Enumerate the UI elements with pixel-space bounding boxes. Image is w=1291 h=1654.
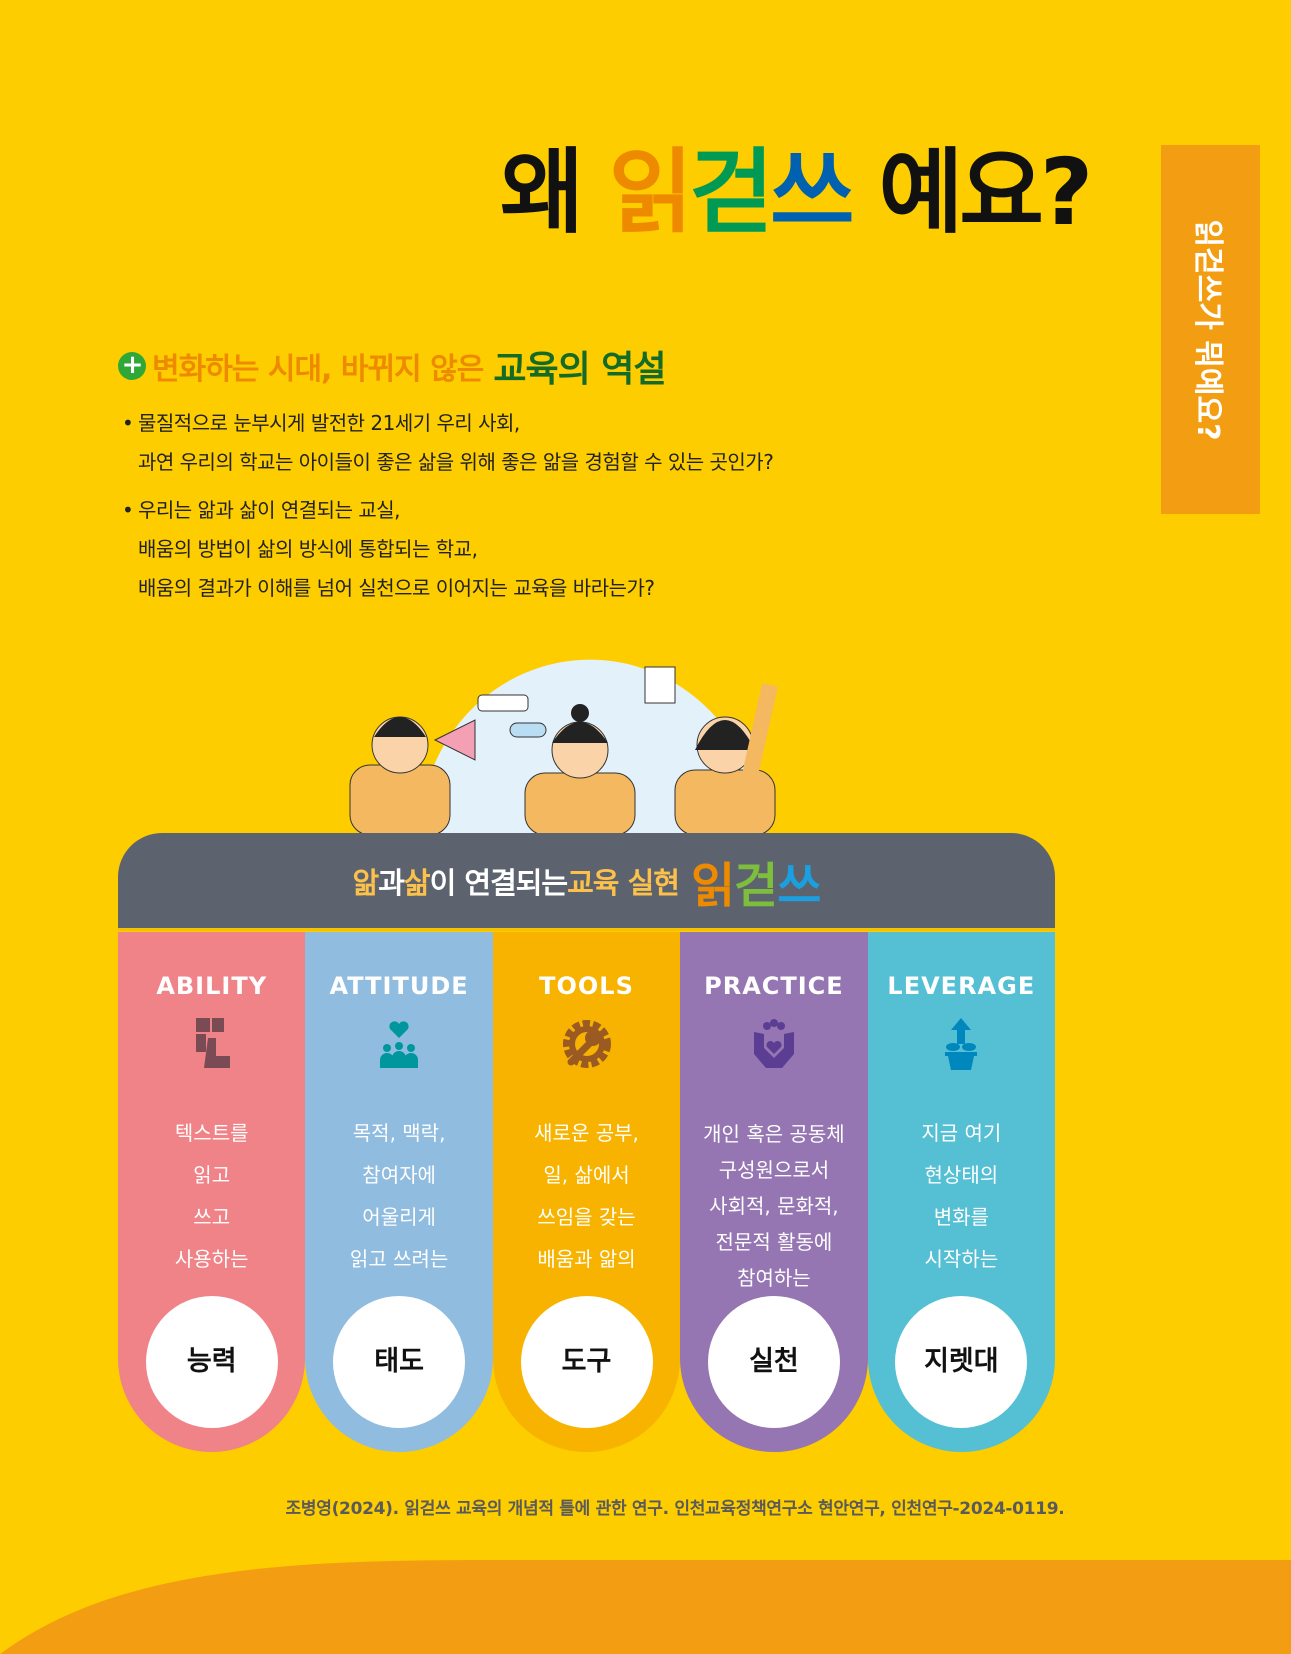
title-pre: 왜 [500, 139, 585, 246]
people-heart-icon [380, 1021, 419, 1068]
pillar-desc-line: 텍스트를 [174, 1121, 249, 1145]
brand-char: 걷 [734, 857, 778, 914]
pillar-desc-line: 지금 여기 [921, 1121, 1002, 1145]
pillar-desc-line: 참여자에 [362, 1163, 436, 1187]
pillar-desc-line: 쓰임을 갖는 [537, 1205, 636, 1229]
title-post: 예요? [878, 139, 1094, 246]
pillar-english-label: LEVERAGE [887, 972, 1036, 1000]
heading-emphasis: 교육의 역설 [493, 349, 666, 390]
pillar-desc-line: 읽고 [193, 1163, 231, 1187]
brand-char: 쓰 [777, 857, 821, 914]
plant-growth-icon [945, 1018, 978, 1070]
pillar-korean-label: 지렛대 [895, 1296, 1028, 1428]
pillar-desc-line: 일, 삶에서 [543, 1163, 630, 1187]
student-left [349, 716, 476, 835]
pillar-desc-line: 변화를 [933, 1205, 989, 1229]
bullet-item: 물질적으로 눈부시게 발전한 21세기 우리 사회, 과연 우리의 학교는 아이… [122, 404, 774, 482]
side-tab-label: 읽걷쓰가 뭐예요? [1189, 218, 1225, 441]
brand-char: 읽 [690, 857, 735, 914]
bullet-line: 과연 우리의 학교는 아이들이 좋은 삶을 위해 좋은 앎을 경험할 수 있는 … [138, 450, 774, 474]
panel-word-knowledge: 앎 [352, 865, 380, 900]
pillar-desc-line: 사회적, 문화적, [709, 1194, 839, 1218]
pillar-korean-label: 실천 [707, 1296, 840, 1428]
pillar-desc-line: 쓰고 [193, 1205, 231, 1229]
pillar-korean-label: 도구 [520, 1296, 653, 1428]
brand-char-read: 읽 [608, 139, 694, 246]
bullet-line: 배움의 방법이 삶의 방식에 통합되는 학교, [138, 537, 478, 561]
panel-text: 과 [378, 865, 405, 900]
pillar-desc-line: 새로운 공부, [534, 1121, 639, 1145]
pillar-desc-line: 어울리게 [362, 1205, 436, 1229]
bullet-list: 물질적으로 눈부시게 발전한 21세기 우리 사회, 과연 우리의 학교는 아이… [122, 404, 774, 617]
page-title: 왜 읽걷쓰 예요? [500, 118, 1094, 251]
panel-text: 이 연결되는 [429, 865, 568, 900]
bottom-wave [0, 1560, 1291, 1654]
pillar-english-label: PRACTICE [704, 972, 844, 1000]
bullet-line: 물질적으로 눈부시게 발전한 21세기 우리 사회, [122, 404, 773, 443]
heading-lead: 변화하는 시대, 바뀌지 않은 [152, 352, 484, 387]
pillar-desc-line: 전문적 활동에 [715, 1230, 833, 1254]
panel-word-education: 교육 실현 [567, 865, 680, 900]
bullet-line: 우리는 앎과 삶이 연결되는 교실, [122, 491, 773, 530]
pillar-korean-label: 능력 [145, 1296, 278, 1428]
citation: 조병영(2024). 읽걷쓰 교육의 개념적 틀에 관한 연구. 인천교육정책연… [285, 1499, 1065, 1519]
bullet-line: 배움의 결과가 이해를 넘어 실천으로 이어지는 교육을 바라는가? [138, 576, 655, 600]
students-illustration [349, 659, 778, 835]
pillar-korean-label: 태도 [333, 1296, 466, 1428]
pillar-desc-line: 개인 혹은 공동체 [703, 1122, 845, 1146]
panel-word-life: 삶 [403, 865, 431, 900]
brand-char-write: 쓰 [769, 139, 855, 246]
hands-community-icon [753, 1019, 794, 1068]
pillar-desc-line: 배움과 앎의 [537, 1247, 636, 1271]
student-right [674, 683, 778, 835]
plus-circle-icon: + [118, 352, 146, 380]
hand-blocks-icon [195, 1018, 230, 1068]
pillar-desc-line: 시작하는 [924, 1247, 999, 1271]
pillar-desc-line: 읽고 쓰려는 [349, 1247, 449, 1271]
pillar-desc-line: 현상태의 [924, 1163, 999, 1187]
pillar-english-label: TOOLS [539, 972, 634, 1000]
pillar-desc-line: 목적, 맥락, [352, 1121, 446, 1145]
gear-wrench-icon [562, 1020, 611, 1068]
panel-brand: 읽걷쓰 [690, 846, 822, 916]
bullet-item: 우리는 앎과 삶이 연결되는 교실, 배움의 방법이 삶의 방식에 통합되는 학… [122, 491, 773, 608]
pillar-desc-line: 참여하는 [737, 1266, 811, 1290]
brand-char-walk: 걷 [689, 139, 774, 246]
pillar-desc-line: 구성원으로서 [718, 1158, 830, 1182]
student-middle [524, 704, 636, 835]
pillar-desc-line: 사용하는 [174, 1247, 249, 1271]
side-tab: 읽걷쓰가 뭐예요? [1161, 145, 1260, 514]
pillar-english-label: ABILITY [156, 972, 268, 1000]
section-heading: + 변화하는 시대, 바뀌지 않은 교육의 역설 [118, 340, 666, 392]
pillar-english-label: ATTITUDE [329, 972, 469, 1000]
